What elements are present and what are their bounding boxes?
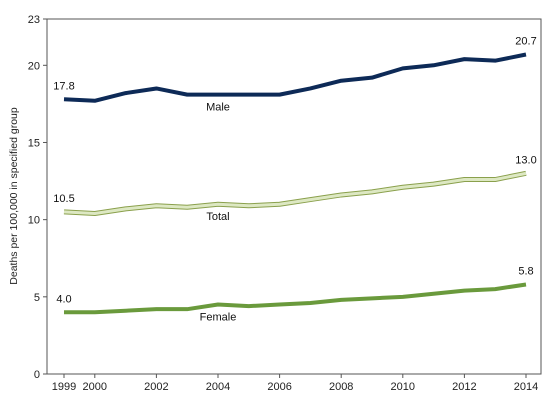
series-line-female [64,282,527,315]
y-tick-label: 10 [28,215,40,227]
data-label-male: 17.8 [53,80,74,92]
x-tick-label: 2012 [452,381,476,393]
x-tick-label: 1999 [52,381,76,393]
series-lines [63,52,527,315]
x-tick-label: 2010 [391,381,415,393]
data-label-total: 10.5 [53,193,74,205]
labels: 17.8 20.7 Male 10.5 13.0 Total 4.0 5.8 Female [53,36,536,324]
x-tick-label: 2000 [83,381,107,393]
plot-frame [46,18,542,375]
x-tick-label: 2008 [329,381,353,393]
series-label-total: Total [206,211,229,223]
x-tick-label: 2004 [206,381,230,393]
y-tick-label: 0 [34,369,40,381]
y-tick-label: 20 [28,60,40,72]
y-tick-label: 23 [28,14,40,26]
x-tick-label: 2002 [144,381,168,393]
axes: 0 5 10 15 20 23 1999 2000 2002 2004 2006 2008 2010 20… [28,14,542,393]
data-label-total: 13.0 [515,154,536,166]
y-tick-label: 15 [28,137,40,149]
data-label-female: 5.8 [518,265,533,277]
series-label-male: Male [206,102,230,114]
data-label-female: 4.0 [56,293,71,305]
x-tick-label: 2006 [267,381,291,393]
data-label-male: 20.7 [515,36,536,48]
x-tick-label: 2014 [514,381,538,393]
y-tick-label: 5 [34,292,40,304]
series-line-total [63,171,527,215]
series-line-male [63,52,527,103]
series-label-female: Female [200,312,237,324]
y-axis-title: Deaths per 100,000 in specified group [8,107,20,285]
